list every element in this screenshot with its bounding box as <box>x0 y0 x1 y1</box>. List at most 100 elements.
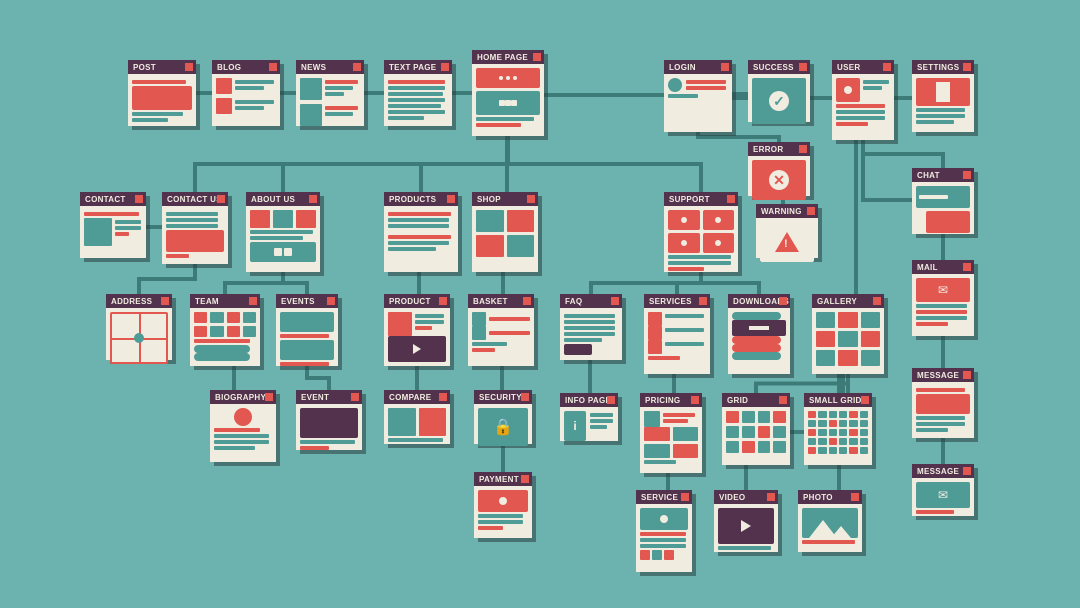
window-close-icon <box>963 467 971 475</box>
node-body <box>636 504 692 564</box>
node-photo: PHOTO <box>798 490 862 552</box>
window-close-icon <box>439 393 447 401</box>
node-header: MESSAGE <box>912 464 974 478</box>
window-close-icon <box>807 207 815 215</box>
node-header: CONTACT US <box>162 192 228 206</box>
node-header: ADDRESS <box>106 294 172 308</box>
node-title: BLOG <box>217 63 241 72</box>
node-body <box>664 206 738 277</box>
node-header: PRICING <box>640 393 702 407</box>
node-title: COMPARE <box>389 393 431 402</box>
node-body: ✕ <box>748 156 810 204</box>
node-title: CONTACT US <box>167 195 222 204</box>
node-title: NEWS <box>301 63 326 72</box>
window-close-icon <box>861 396 869 404</box>
node-body <box>468 308 534 358</box>
window-close-icon <box>439 297 447 305</box>
node-title: SUCCESS <box>753 63 794 72</box>
window-close-icon <box>721 63 729 71</box>
node-header: PRODUCT <box>384 294 450 308</box>
node-title: PRICING <box>645 396 680 405</box>
node-body <box>384 308 450 366</box>
node-title: PRODUCT <box>389 297 431 306</box>
node-title: CHAT <box>917 171 940 180</box>
node-header: USER <box>832 60 894 74</box>
node-header: SECURITY <box>474 390 532 404</box>
window-close-icon <box>799 63 807 71</box>
node-event: EVENT <box>296 390 362 450</box>
node-message2: MESSAGE✉ <box>912 464 974 516</box>
node-header: CHAT <box>912 168 974 182</box>
node-title: SERVICES <box>649 297 692 306</box>
node-header: BIOGRAPHY <box>210 390 276 404</box>
node-textpage: TEXT PAGE <box>384 60 452 126</box>
window-close-icon <box>727 195 735 203</box>
node-header: ERROR <box>748 142 810 156</box>
node-title: PAYMENT <box>479 475 519 484</box>
window-close-icon <box>533 53 541 61</box>
window-close-icon <box>799 145 807 153</box>
node-body <box>472 206 538 261</box>
node-title: TEXT PAGE <box>389 63 436 72</box>
node-header: TEAM <box>190 294 260 308</box>
node-body <box>798 504 862 550</box>
node-title: INFO PAGE <box>565 396 611 405</box>
window-close-icon <box>779 396 787 404</box>
window-close-icon <box>521 475 529 483</box>
node-header: INFO PAGE <box>560 393 618 407</box>
node-address: ADDRESS <box>106 294 172 360</box>
window-close-icon <box>161 297 169 305</box>
node-basket: BASKET <box>468 294 534 366</box>
node-post: POST <box>128 60 196 126</box>
node-title: SUPPORT <box>669 195 710 204</box>
window-close-icon <box>523 297 531 305</box>
node-body <box>384 206 458 257</box>
node-title: SERVICE <box>641 493 678 502</box>
node-title: MAIL <box>917 263 938 272</box>
node-header: WARNING <box>756 204 818 218</box>
node-products: PRODUCTS <box>384 192 458 272</box>
window-close-icon <box>681 493 689 501</box>
node-downloads: DOWNLOADS <box>728 294 790 374</box>
node-body <box>384 404 450 448</box>
node-body <box>276 308 338 372</box>
node-body <box>296 74 364 130</box>
node-body <box>832 74 894 132</box>
node-title: CONTACT <box>85 195 126 204</box>
node-body: ! <box>756 218 818 266</box>
node-home: HOME PAGE <box>472 50 544 136</box>
node-body <box>472 64 544 133</box>
node-header: MAIL <box>912 260 974 274</box>
node-body <box>212 74 280 118</box>
node-body <box>722 407 790 457</box>
node-header: COMPARE <box>384 390 450 404</box>
node-header: NEWS <box>296 60 364 74</box>
window-close-icon <box>767 493 775 501</box>
node-header: BASKET <box>468 294 534 308</box>
node-payment: PAYMENT <box>474 472 532 538</box>
window-close-icon <box>963 171 971 179</box>
node-header: MESSAGE <box>912 368 974 382</box>
node-product: PRODUCT <box>384 294 450 366</box>
node-title: PRODUCTS <box>389 195 436 204</box>
node-body <box>644 308 710 366</box>
node-title: FAQ <box>565 297 582 306</box>
window-close-icon <box>327 297 335 305</box>
window-close-icon <box>249 297 257 305</box>
node-gallery: GALLERY <box>812 294 884 374</box>
node-header: FAQ <box>560 294 622 308</box>
node-error: ERROR✕ <box>748 142 810 196</box>
node-team: TEAM <box>190 294 260 366</box>
node-biography: BIOGRAPHY <box>210 390 276 462</box>
node-title: BIOGRAPHY <box>215 393 266 402</box>
node-body <box>640 407 702 470</box>
window-close-icon <box>441 63 449 71</box>
node-header: EVENTS <box>276 294 338 308</box>
node-events: EVENTS <box>276 294 338 366</box>
node-services: SERVICES <box>644 294 710 374</box>
node-title: HOME PAGE <box>477 53 528 62</box>
node-title: GRID <box>727 396 748 405</box>
node-support: SUPPORT <box>664 192 738 272</box>
node-title: TEAM <box>195 297 219 306</box>
window-close-icon <box>265 393 273 401</box>
